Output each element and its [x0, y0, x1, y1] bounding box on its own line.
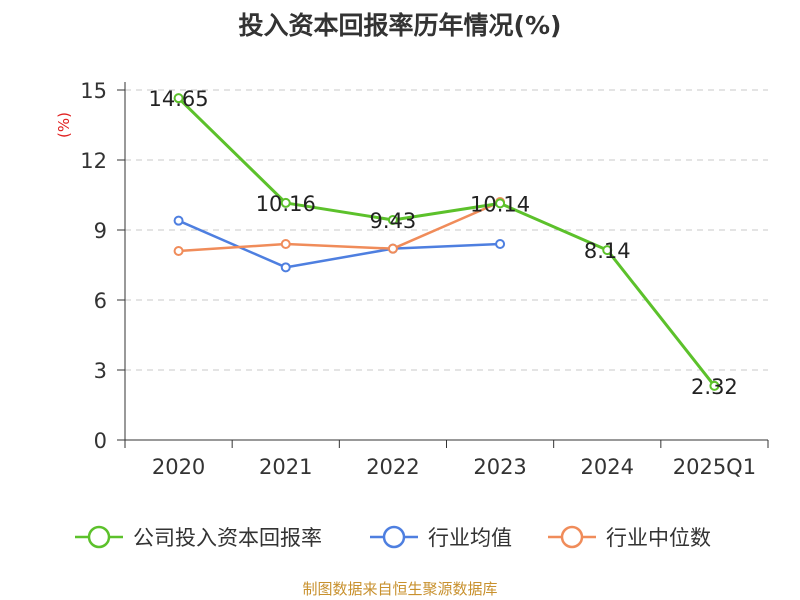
- x-tick-label: 2022: [366, 455, 419, 479]
- data-point: [173, 215, 184, 226]
- data-label: 10.16: [256, 192, 316, 216]
- y-axis-label: (%): [55, 112, 73, 138]
- x-tick-label: 2025Q1: [673, 455, 756, 479]
- data-point: [495, 239, 506, 249]
- y-tick-label: 6: [94, 289, 107, 313]
- y-tick-label: 12: [80, 149, 107, 173]
- legend-label: 行业中位数: [606, 526, 711, 550]
- data-label: 8.14: [584, 239, 631, 263]
- legend-swatch-marker: [382, 525, 406, 549]
- legend-label: 公司投入资本回报率: [133, 526, 322, 550]
- data-point: [602, 245, 613, 256]
- x-tick-label: 2021: [259, 455, 312, 479]
- source-footer: 制图数据来自恒生聚源数据库: [302, 580, 498, 598]
- legend-label: 行业均值: [428, 526, 512, 550]
- series-lines: [173, 93, 720, 391]
- data-point: [387, 214, 398, 225]
- series-line: [178, 219, 501, 269]
- legend-swatch-marker: [560, 525, 584, 549]
- data-point: [173, 246, 184, 256]
- y-tick-label: 3: [94, 359, 107, 383]
- data-label: 2.32: [691, 375, 738, 399]
- data-labels: 14.65 10.16 9.43 10.14 8.14 2.32: [149, 87, 738, 399]
- series-line: [177, 97, 716, 387]
- axes: 0 3 6 9 12 15 (%) 2020 2021 2022 2023 2024 2025Q1: [55, 79, 769, 479]
- data-point: [280, 239, 291, 249]
- y-tick-label: 0: [94, 429, 107, 453]
- y-tick-label: 15: [80, 79, 107, 103]
- data-point: [495, 198, 506, 209]
- series-line: [178, 200, 501, 253]
- data-point: [387, 243, 398, 254]
- chart-title: 投入资本回报率历年情况(%): [238, 11, 562, 40]
- x-tick-label: 2024: [581, 455, 634, 479]
- data-point: [280, 197, 291, 208]
- data-label: 9.43: [370, 209, 417, 233]
- y-tick-label: 9: [94, 219, 107, 243]
- data-point: [709, 380, 720, 391]
- gridlines: [125, 89, 768, 371]
- legend-swatch-marker: [87, 525, 111, 549]
- data-point: [173, 93, 184, 104]
- data-label: 10.14: [470, 192, 530, 216]
- x-tick-label: 2020: [152, 455, 205, 479]
- legend: 公司投入资本回报率 行业均值 行业中位数: [75, 525, 711, 550]
- x-tick-label: 2023: [473, 455, 526, 479]
- data-label: 14.65: [149, 87, 209, 111]
- data-point: [280, 262, 291, 273]
